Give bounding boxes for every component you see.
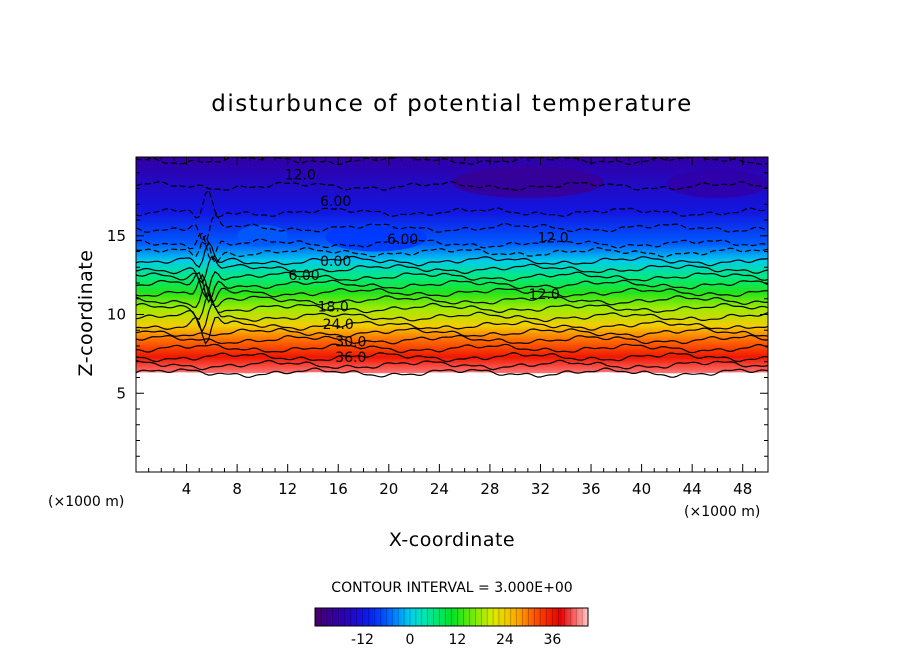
contour-line [136, 234, 768, 264]
contour-label: 12.0 [285, 167, 316, 183]
x-axis-ticks: 4 8 12 16 20 24 28 32 36 40 44 48 [148, 157, 756, 498]
contour-label: 12.0 [538, 230, 569, 246]
x-tick-label: 40 [632, 480, 651, 498]
y-tick-label: 5 [116, 384, 126, 402]
contour-lines [136, 157, 768, 378]
contour-line [136, 255, 768, 284]
x-tick-label: 44 [683, 480, 702, 498]
contour-label: 24.0 [323, 317, 354, 333]
x-tick-label: 4 [182, 480, 192, 498]
contour-line [136, 316, 768, 345]
colorbar-tick-label: 36 [543, 632, 561, 648]
colorbar-tick-label: 0 [405, 632, 414, 648]
contour-line [136, 367, 768, 378]
plot-area: 12.06.006.00 12.00.006.0012.018.024.030.0… [107, 156, 769, 498]
contour-line [136, 352, 768, 363]
contour-line [136, 282, 768, 309]
contour-interval-note: CONTOUR INTERVAL = 3.000E+00 [331, 580, 572, 596]
contour-line [136, 359, 768, 371]
cold-anomaly [452, 166, 604, 198]
contour-line [136, 302, 768, 333]
y-tick-label: 15 [107, 227, 126, 245]
colorbar: -12 0 12 24 36 [314, 607, 589, 648]
contour-line [136, 273, 768, 304]
contour-line [136, 270, 768, 299]
x-unit-label-right: (×1000 m) [684, 504, 760, 520]
contour-label: 36.0 [335, 350, 366, 366]
contour-label: 6.00 [289, 268, 320, 284]
contour-line [136, 181, 768, 192]
contour-label: 0.00 [320, 254, 351, 270]
cold-anomalies [237, 166, 768, 252]
contour-line [136, 334, 768, 345]
contour-line [136, 271, 768, 304]
colorbar-tick-label: 24 [496, 632, 514, 648]
x-axis-label: X-coordinate [389, 529, 515, 551]
y-tick-label: 10 [107, 306, 126, 324]
colorbar-tick-label: 12 [449, 632, 467, 648]
colorbar-tick-label: -12 [351, 632, 374, 648]
colorbar-ticks: -12 0 12 24 36 [351, 632, 561, 648]
contour-label: 6.00 [387, 232, 418, 248]
x-unit-label-left: (×1000 m) [48, 494, 124, 510]
y-axis-ticks: 5 10 15 [107, 172, 768, 457]
contour-label: 18.0 [318, 300, 349, 316]
contour-labels: 12.06.006.00 12.00.006.0012.018.024.030.0… [285, 167, 569, 366]
x-tick-label: 20 [379, 480, 398, 498]
x-tick-label: 16 [329, 480, 348, 498]
contour-line [136, 241, 768, 268]
contour-label: 12.0 [529, 287, 560, 303]
chart-title: disturbunce of potential temperature [211, 91, 693, 117]
x-tick-label: 32 [531, 480, 550, 498]
x-tick-label: 12 [278, 480, 297, 498]
contour-line [136, 343, 768, 354]
x-tick-label: 36 [581, 480, 600, 498]
contour-label: 30.0 [335, 334, 366, 350]
x-tick-label: 8 [232, 480, 242, 498]
cold-anomaly [325, 223, 427, 252]
contour-line [136, 157, 768, 166]
y-axis-label: Z-coordinate [75, 250, 97, 377]
x-tick-label: 48 [733, 480, 752, 498]
contour-label: 6.00 [320, 194, 351, 210]
x-tick-label: 24 [430, 480, 449, 498]
x-tick-label: 28 [480, 480, 499, 498]
cold-anomaly [666, 169, 768, 198]
contour-line [136, 292, 768, 321]
colorbar-stripes [314, 608, 589, 626]
contour-line [136, 327, 768, 338]
